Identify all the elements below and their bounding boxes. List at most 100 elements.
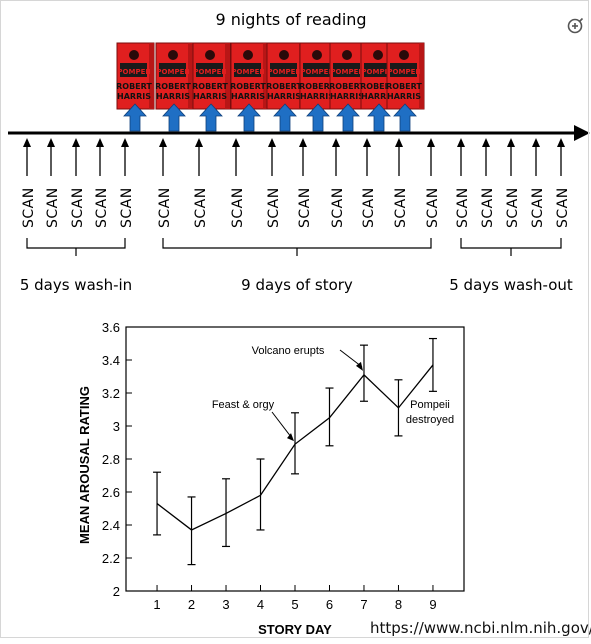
timeline-arrowhead bbox=[574, 125, 590, 141]
scan-arrowhead bbox=[507, 138, 515, 147]
phase-label: 5 days wash-out bbox=[449, 276, 573, 294]
book-emblem bbox=[279, 50, 289, 60]
scan-label: SCAN bbox=[361, 187, 377, 228]
x-tick-label: 3 bbox=[222, 597, 229, 612]
scan-arrowhead bbox=[363, 138, 371, 147]
book-author: HARRIS bbox=[231, 92, 265, 101]
book-title: POMPEII bbox=[156, 68, 189, 76]
y-tick-label: 2.4 bbox=[102, 518, 120, 533]
scan-label: SCAN bbox=[425, 187, 441, 228]
x-tick-label: 6 bbox=[326, 597, 333, 612]
scan-label: SCAN bbox=[21, 187, 37, 228]
scan-label: SCAN bbox=[555, 187, 571, 228]
x-tick-label: 2 bbox=[188, 597, 195, 612]
scan-arrowhead bbox=[427, 138, 435, 147]
scan-arrowhead bbox=[72, 138, 80, 147]
scan-arrowhead bbox=[47, 138, 55, 147]
book-author: HARRIS bbox=[117, 92, 151, 101]
book-author: ROBERT bbox=[386, 82, 422, 91]
book-author: ROBERT bbox=[230, 82, 266, 91]
x-tick-label: 5 bbox=[291, 597, 298, 612]
y-tick-label: 2.6 bbox=[102, 485, 120, 500]
scan-arrowhead bbox=[23, 138, 31, 147]
annotation-pompeii-line1: Pompeii bbox=[410, 399, 450, 411]
scan-arrowhead bbox=[232, 138, 240, 147]
book-author: HARRIS bbox=[267, 92, 301, 101]
x-tick-label: 4 bbox=[257, 597, 264, 612]
scan-label: SCAN bbox=[266, 187, 282, 228]
phase-label: 9 days of story bbox=[241, 276, 353, 294]
scan-label: SCAN bbox=[94, 187, 110, 228]
scan-label: SCAN bbox=[70, 187, 86, 228]
book-author: HARRIS bbox=[330, 92, 364, 101]
book-author: HARRIS bbox=[156, 92, 190, 101]
figure-title: 9 nights of reading bbox=[215, 10, 366, 29]
scan-arrowhead bbox=[457, 138, 465, 147]
scan-label: SCAN bbox=[530, 187, 546, 228]
scan-arrowhead bbox=[96, 138, 104, 147]
scan-label: SCAN bbox=[119, 187, 135, 228]
y-tick-label: 3.4 bbox=[102, 353, 120, 368]
book-title: POMPEII bbox=[231, 68, 264, 76]
scan-arrowhead bbox=[482, 138, 490, 147]
book-title: POMPEII bbox=[300, 68, 333, 76]
scan-label: SCAN bbox=[330, 187, 346, 228]
scan-label: SCAN bbox=[455, 187, 471, 228]
y-tick-label: 2.2 bbox=[102, 551, 120, 566]
book-author: HARRIS bbox=[193, 92, 227, 101]
scan-arrowhead bbox=[532, 138, 540, 147]
scan-label: SCAN bbox=[193, 187, 209, 228]
scan-arrowhead bbox=[332, 138, 340, 147]
book-emblem bbox=[205, 50, 215, 60]
y-tick-label: 3.2 bbox=[102, 386, 120, 401]
annotation-arrow bbox=[272, 412, 292, 438]
scan-arrowhead bbox=[557, 138, 565, 147]
phase-label: 5 days wash-in bbox=[20, 276, 132, 294]
book-title: POMPEII bbox=[267, 68, 300, 76]
x-tick-label: 7 bbox=[360, 597, 367, 612]
book-author: HARRIS bbox=[387, 92, 421, 101]
annotation-feast: Feast & orgy bbox=[212, 399, 275, 411]
scan-arrowhead bbox=[195, 138, 203, 147]
annotation-volcano: Volcano erupts bbox=[252, 345, 325, 357]
scan-arrowhead bbox=[299, 138, 307, 147]
book-emblem bbox=[168, 50, 178, 60]
book-author: ROBERT bbox=[116, 82, 152, 91]
book-emblem bbox=[373, 50, 383, 60]
phase-brace bbox=[27, 238, 125, 256]
book-emblem bbox=[129, 50, 139, 60]
book-emblem bbox=[342, 50, 352, 60]
x-axis-label: STORY DAY bbox=[258, 622, 332, 637]
book-emblem bbox=[243, 50, 253, 60]
timeline-diagram: 9 nights of reading SCAN SCAN SCAN SCAN SCAN 5… bbox=[8, 10, 590, 294]
x-tick-label: 9 bbox=[429, 597, 436, 612]
y-tick-label: 2 bbox=[113, 584, 120, 599]
y-axis-label: MEAN AROUSAL RATING bbox=[77, 386, 92, 544]
annotation-arrowhead bbox=[287, 433, 294, 441]
annotation-pompeii-line2: destroyed bbox=[406, 414, 454, 426]
book-title: POMPEII bbox=[193, 68, 226, 76]
y-tick-label: 3 bbox=[113, 419, 120, 434]
source-url[interactable]: https://www.ncbi.nlm.nih.gov/ bbox=[370, 619, 591, 637]
book-author: ROBERT bbox=[192, 82, 228, 91]
x-tick-label: 1 bbox=[153, 597, 160, 612]
scan-label: SCAN bbox=[230, 187, 246, 228]
scan-arrowhead bbox=[121, 138, 129, 147]
phase-brace bbox=[163, 238, 431, 256]
y-tick-label: 2.8 bbox=[102, 452, 120, 467]
scan-label: SCAN bbox=[505, 187, 521, 228]
scan-label: SCAN bbox=[45, 187, 61, 228]
arousal-chart: 2 2.2 2.4 2.6 2.8 3 3.2 3.4 3.6 1 2 3 4 5 6 7 8 9 STORY DA… bbox=[77, 320, 464, 637]
y-tick-label: 3.6 bbox=[102, 320, 120, 335]
scan-label: SCAN bbox=[297, 187, 313, 228]
book-title: POMPEII bbox=[117, 68, 150, 76]
book-title: POMPEII bbox=[387, 68, 420, 76]
book-emblem bbox=[312, 50, 322, 60]
scan-arrowhead bbox=[268, 138, 276, 147]
scan-label: SCAN bbox=[393, 187, 409, 228]
x-tick-label: 8 bbox=[395, 597, 402, 612]
zoom-in-icon[interactable] bbox=[565, 16, 585, 36]
scan-label: SCAN bbox=[157, 187, 173, 228]
